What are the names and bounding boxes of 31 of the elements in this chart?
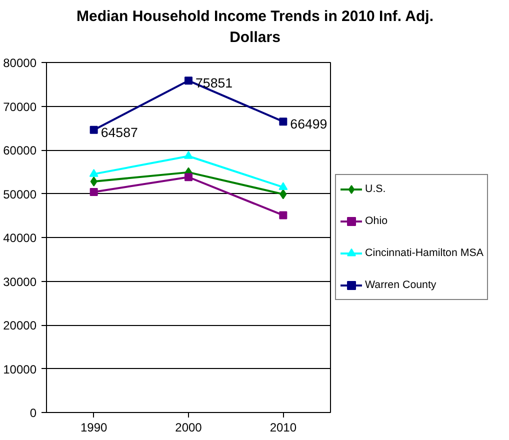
y-tick-label: 70000	[3, 100, 37, 114]
y-tick-label: 40000	[3, 230, 37, 245]
data-label: 66499	[290, 116, 328, 132]
y-tick-label: 20000	[3, 318, 37, 332]
legend-label: Ohio	[365, 214, 388, 227]
data-label: 75851	[196, 75, 233, 90]
y-tick-label: 60000	[3, 143, 37, 158]
legend-label: Warren County	[365, 278, 436, 291]
point	[90, 126, 98, 134]
legend-label: Cincinnati-Hamilton MSA	[365, 246, 484, 259]
point	[90, 176, 98, 186]
point	[89, 168, 98, 177]
x-tick-label: 1990	[80, 420, 108, 434]
chart-title: Median Household Income Trends in 2010 Inf. Adj. Dollars	[75, 7, 434, 48]
point	[184, 172, 192, 181]
point	[184, 150, 193, 159]
y-tick-label: 30000	[3, 274, 37, 289]
point	[278, 182, 288, 190]
point	[90, 188, 98, 196]
point	[280, 189, 287, 200]
y-tick-label: 50000	[3, 187, 37, 202]
y-tick-label: 0	[30, 406, 37, 420]
data-label: 64587	[100, 124, 138, 140]
point	[279, 117, 288, 126]
point	[184, 76, 192, 84]
y-tick-label: 10000	[3, 362, 37, 376]
x-tick-label: 2000	[175, 420, 202, 434]
x-tick-label: 2010	[270, 420, 297, 434]
point	[279, 211, 288, 220]
legend-label: U.S.	[365, 182, 386, 195]
y-tick-label: 80000	[3, 56, 37, 70]
